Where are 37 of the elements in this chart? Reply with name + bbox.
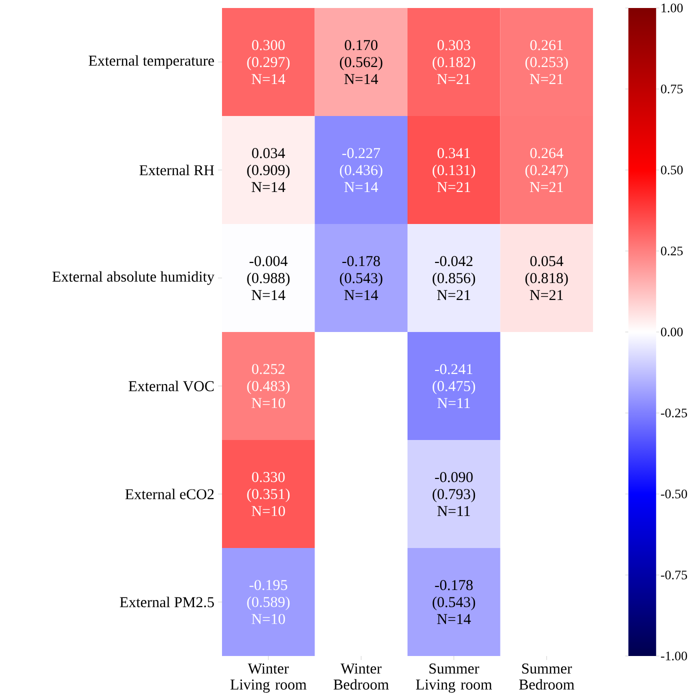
- x-tick-label: Winter Bedroom: [334, 664, 389, 690]
- data-label: 0.170 (0.562) N=14: [340, 40, 382, 84]
- y-tick-label: External VOC: [128, 380, 214, 392]
- data-label: -0.178 (0.543) N=14: [340, 256, 382, 300]
- data-label: 0.300 (0.297) N=14: [247, 40, 290, 84]
- y-tick-label: External eCO2: [125, 488, 214, 500]
- data-label: 0.252 (0.483) N=10: [247, 364, 290, 408]
- data-label: 0.034 (0.909) N=14: [247, 148, 290, 192]
- y-tick-label: External temperature: [88, 55, 214, 69]
- data-label: -0.042 (0.856) N=21: [432, 256, 476, 300]
- color-bar-label: -1.00: [660, 652, 688, 660]
- x-tick-label: Winter Living room: [230, 664, 306, 693]
- color-bar-label: -0.75: [660, 570, 688, 580]
- data-label: -0.090 (0.793) N=11: [432, 472, 476, 516]
- data-label: -0.195 (0.589) N=10: [247, 580, 290, 624]
- data-label: -0.241 (0.475) N=11: [432, 364, 476, 408]
- x-tick-label: Summer Bedroom: [519, 664, 574, 690]
- color-bar-label: 1.00: [662, 4, 683, 12]
- color-bar-label: 0.25: [660, 246, 683, 256]
- color-bar-label: -0.50: [660, 490, 688, 498]
- data-label: -0.227 (0.436) N=14: [340, 148, 382, 192]
- data-label: -0.004 (0.988) N=14: [247, 256, 290, 300]
- data-label: 0.261 (0.253) N=21: [525, 40, 568, 84]
- x-tick-label: Summer Living room: [416, 664, 492, 693]
- color-bar-label: 0.00: [660, 328, 683, 336]
- data-label: 0.303 (0.182) N=21: [432, 40, 476, 84]
- data-label: 0.264 (0.247) N=21: [525, 148, 568, 192]
- y-tick-label: External absolute humidity: [52, 271, 214, 285]
- y-tick-label: External PM2.5: [120, 596, 214, 608]
- y-tick-label: External RH: [140, 164, 214, 176]
- color-bar-label: 0.75: [660, 84, 683, 94]
- data-label: 0.330 (0.351) N=10: [247, 472, 290, 516]
- data-label: 0.054 (0.818) N=21: [525, 256, 568, 300]
- color-bar-label: 0.50: [660, 166, 683, 174]
- color-bar-label: -0.25: [660, 408, 688, 418]
- data-label: 0.341 (0.131) N=21: [432, 148, 476, 192]
- data-label: -0.178 (0.543) N=14: [432, 580, 476, 624]
